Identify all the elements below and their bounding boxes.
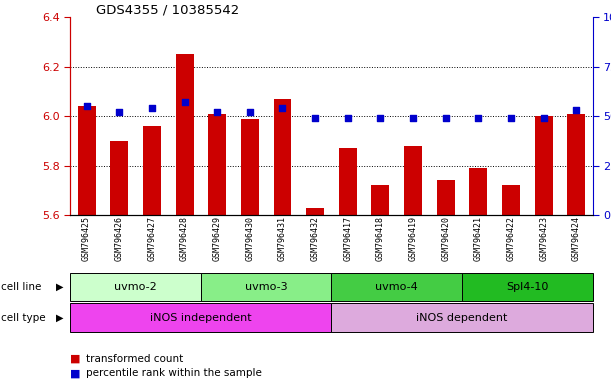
Bar (331, 273, 462, 301)
Bar (371, 185, 389, 215)
Point (408, 115, 418, 121)
Point (343, 115, 353, 121)
Bar (175, 55, 194, 215)
Bar (568, 114, 585, 215)
Point (506, 115, 516, 121)
Text: ▶: ▶ (56, 282, 63, 292)
Bar (70, 273, 201, 301)
Text: ■: ■ (70, 368, 81, 378)
Bar (208, 114, 226, 215)
Bar (404, 146, 422, 215)
Bar (110, 141, 128, 215)
Text: GDS4355 / 10385542: GDS4355 / 10385542 (97, 3, 240, 16)
Bar (502, 185, 520, 215)
Bar (78, 106, 95, 215)
Bar (274, 99, 291, 215)
Text: Spl4-10: Spl4-10 (506, 282, 549, 292)
Point (376, 115, 386, 121)
Text: uvmo-4: uvmo-4 (375, 282, 418, 292)
Text: percentile rank within the sample: percentile rank within the sample (86, 368, 262, 378)
Bar (241, 119, 259, 215)
Text: cell line: cell line (1, 282, 45, 292)
Point (310, 115, 320, 121)
Bar (339, 148, 357, 215)
Point (277, 105, 287, 111)
Point (245, 109, 255, 115)
Point (114, 109, 124, 115)
Text: iNOS independent: iNOS independent (150, 313, 252, 323)
Text: cell type: cell type (1, 313, 49, 323)
Bar (306, 208, 324, 215)
Bar (469, 168, 488, 215)
Text: uvmo-2: uvmo-2 (114, 282, 157, 292)
Text: ■: ■ (70, 354, 81, 364)
Bar (437, 180, 455, 215)
Point (474, 115, 483, 121)
Point (180, 99, 189, 105)
Text: iNOS dependent: iNOS dependent (416, 313, 508, 323)
Point (539, 115, 549, 121)
Bar (331, 303, 593, 332)
Point (212, 109, 222, 115)
Point (441, 115, 451, 121)
Bar (535, 116, 553, 215)
Bar (462, 273, 593, 301)
Text: uvmo-3: uvmo-3 (245, 282, 288, 292)
Text: transformed count: transformed count (86, 354, 183, 364)
Point (82, 103, 92, 109)
Text: ▶: ▶ (56, 313, 63, 323)
Bar (70, 303, 331, 332)
Point (147, 105, 157, 111)
Bar (143, 126, 161, 215)
Bar (201, 273, 331, 301)
Point (571, 107, 581, 113)
